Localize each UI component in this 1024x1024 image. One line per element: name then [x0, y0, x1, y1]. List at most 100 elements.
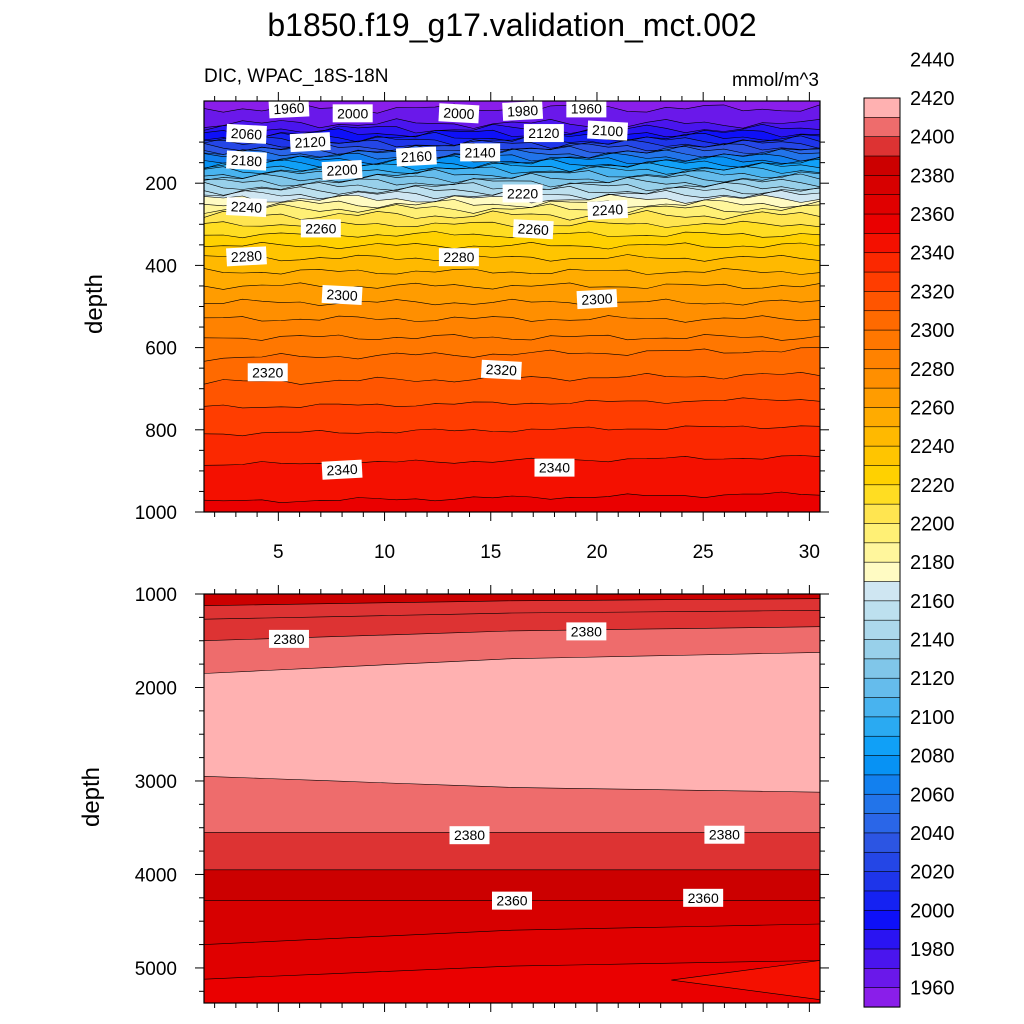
upper-contour-label-text: 2000 — [443, 105, 475, 123]
colorbar-swatch — [863, 581, 901, 602]
colorbar-swatch — [863, 600, 901, 621]
lower-contour-label-text: 2360 — [688, 890, 719, 906]
upper-contour-label: 1960 — [566, 99, 607, 118]
colorbar-swatch — [863, 387, 901, 409]
upper-contour-line — [204, 334, 820, 341]
lower-bands — [204, 598, 820, 1003]
colorbar-swatch — [863, 735, 901, 757]
upper-contour-label-text: 2100 — [592, 122, 624, 140]
upper-contour-line — [204, 491, 820, 504]
upper-contour-line — [204, 158, 820, 169]
lower-y-tick-label: 5000 — [135, 959, 177, 980]
upper-contour-label-text: 2260 — [305, 220, 336, 236]
upper-band — [204, 492, 820, 512]
lower-contour-label: 2380 — [449, 826, 490, 845]
upper-contour-label-text: 1980 — [507, 102, 539, 120]
colorbar-label: 2080 — [910, 746, 955, 768]
colorbar-swatch — [863, 155, 901, 176]
upper-x-tick-label: 5 — [273, 542, 284, 563]
colorbar-swatch — [863, 349, 901, 370]
lower-contour-label: 2380 — [566, 622, 607, 641]
upper-contour-line — [204, 123, 820, 134]
upper-contour-label-text: 2340 — [539, 460, 570, 476]
colorbar-swatch — [863, 890, 901, 911]
colorbar-swatch — [863, 310, 901, 331]
upper-y-tick-label: 400 — [145, 256, 177, 277]
upper-contour-label: 1980 — [502, 100, 544, 121]
upper-contour-line — [204, 347, 820, 362]
upper-y-tick-label: 200 — [145, 174, 177, 195]
upper-contour-label: 2220 — [502, 184, 543, 203]
colorbar-swatch — [863, 561, 901, 583]
colorbar-label: 2200 — [910, 513, 955, 535]
lower-contour-line — [204, 923, 820, 945]
upper-contour-label: 2300 — [576, 289, 618, 310]
upper-contour-label-text: 2060 — [231, 125, 263, 143]
figure-title: b1850.f19_g17.validation_mct.002 — [267, 7, 756, 43]
upper-contour-label: 2300 — [321, 284, 363, 306]
upper-bands — [204, 103, 820, 512]
upper-contour-label-text: 2240 — [231, 198, 263, 216]
colorbar-label: 2260 — [910, 397, 955, 419]
upper-contour-line — [204, 268, 820, 275]
colorbar-swatch — [863, 368, 901, 389]
upper-contour-label: 2100 — [587, 120, 629, 141]
lower-y-tick-label: 2000 — [135, 678, 177, 699]
upper-x-tick-label: 10 — [374, 542, 395, 563]
colorbar-swatch — [863, 252, 901, 273]
colorbar-swatch — [863, 426, 901, 447]
colorbar-label: 2420 — [910, 88, 955, 110]
upper-contour-label-text: 2200 — [326, 161, 358, 179]
colorbar-swatch — [863, 484, 901, 505]
upper-contour-label-text: 1960 — [273, 100, 305, 118]
upper-contour-label: 2000 — [332, 104, 373, 123]
upper-contour-line — [204, 118, 820, 129]
upper-contour-label-text: 2340 — [326, 461, 358, 479]
colorbar-label: 2340 — [910, 243, 955, 265]
upper-contour-label: 2240 — [587, 199, 629, 220]
upper-contour-label: 2260 — [300, 219, 341, 238]
colorbar-swatch — [863, 658, 901, 679]
upper-contour-label: 2120 — [523, 124, 564, 143]
colorbar-label: 2020 — [910, 862, 955, 884]
upper-contour-line — [204, 128, 820, 138]
lower-contour-label-text: 2380 — [709, 827, 740, 843]
upper-contour-label-text: 2300 — [581, 290, 613, 308]
lower-y-tick-label: 1000 — [135, 585, 177, 606]
upper-contour-label-text: 2300 — [326, 286, 358, 304]
upper-contour-line — [204, 425, 820, 437]
colorbar-label: 2380 — [910, 165, 955, 187]
colorbar-swatch — [863, 871, 901, 892]
upper-contour-label: 1960 — [268, 98, 310, 119]
colorbar-swatch — [863, 136, 901, 157]
upper-contour-line — [204, 298, 820, 307]
colorbar-label: 2180 — [910, 552, 955, 574]
upper-contour-label-text: 2260 — [517, 220, 549, 238]
upper-x-tick-label: 20 — [586, 542, 607, 563]
upper-contour-line — [204, 282, 820, 290]
colorbar-swatch — [863, 619, 901, 641]
upper-contour-line — [204, 169, 820, 179]
colorbar-swatch — [863, 465, 901, 486]
colorbar-swatch — [863, 948, 901, 969]
upper-contour-label: 2200 — [321, 160, 363, 181]
upper-y-tick-label: 800 — [145, 421, 177, 442]
colorbar-swatch — [863, 968, 901, 989]
upper-contour-label: 2000 — [438, 103, 480, 124]
upper-contour-label: 2340 — [534, 458, 575, 477]
colorbar-swatch — [863, 175, 901, 196]
upper-contour-label-text: 2120 — [294, 133, 326, 151]
upper-y-axis-label: depth — [81, 274, 108, 334]
upper-contour-label-text: 2280 — [443, 249, 474, 265]
colorbar-label: 1980 — [910, 939, 955, 961]
upper-contour-line — [204, 155, 820, 166]
upper-contour-label-text: 2280 — [231, 248, 263, 266]
colorbar-label: 2440 — [910, 49, 955, 71]
upper-y-tick-label: 600 — [145, 339, 177, 360]
colorbar-swatch — [863, 291, 901, 312]
colorbar-label: 1960 — [910, 978, 955, 1000]
upper-contour-line — [204, 199, 820, 209]
colorbar: 2440 2420 2400 2380 2360 2340 2320 2300 2280 2260… — [863, 49, 955, 1008]
upper-x-tick-label: 15 — [480, 542, 501, 563]
